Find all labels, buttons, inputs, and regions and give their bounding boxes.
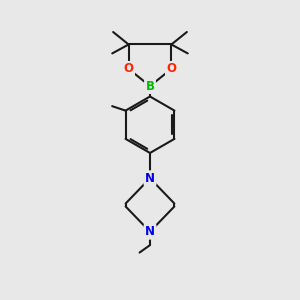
Text: B: B [146,80,154,93]
Text: O: O [124,62,134,75]
Text: N: N [145,225,155,238]
Text: N: N [145,172,155,185]
Text: O: O [167,62,176,75]
